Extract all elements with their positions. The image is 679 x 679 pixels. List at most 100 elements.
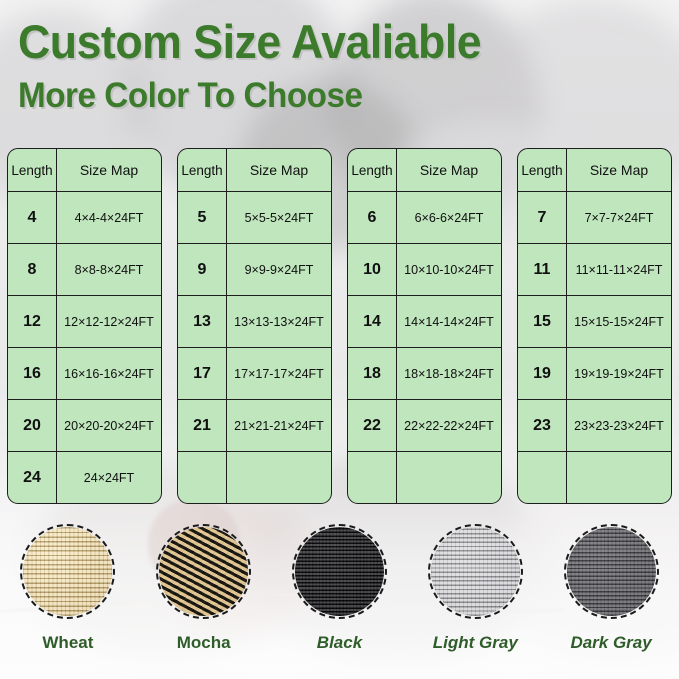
table-row: 15 15×15-15×24FT — [518, 296, 671, 348]
size-table-3: Length Size Map 6 6×6-6×24FT 10 10×10-10… — [347, 148, 502, 504]
wheat-mesh-texture — [23, 527, 113, 616]
table-row: 10 10×10-10×24FT — [348, 244, 501, 296]
table-row: 8 8×8-8×24FT — [8, 244, 161, 296]
cell-size-map: 6×6-6×24FT — [414, 210, 484, 225]
table-row: 20 20×20-20×24FT — [8, 400, 161, 452]
swatch-light-gray[interactable]: Light Gray — [414, 524, 536, 653]
table-row: 5 5×5-5×24FT — [178, 192, 331, 244]
cell-length: 15 — [518, 296, 567, 347]
swatch-label-dark-gray: Dark Gray — [570, 633, 652, 652]
table-row: 12 12×12-12×24FT — [8, 296, 161, 348]
cell-size-map: 9×9-9×24FT — [244, 262, 314, 277]
table-row: 11 11×11-11×24FT — [518, 244, 671, 296]
dark-gray-mesh-texture — [566, 527, 656, 616]
table-header-row: Length Size Map — [518, 149, 671, 192]
table-row-empty — [348, 452, 501, 503]
cell-size-map: 16×16-16×24FT — [64, 366, 154, 381]
cell-size-map — [567, 452, 671, 503]
cell-size-map: 10×10-10×24FT — [404, 262, 494, 277]
size-table-1: Length Size Map 4 4×4-4×24FT 8 8×8-8×24F… — [7, 148, 162, 504]
table-row: 22 22×22-22×24FT — [348, 400, 501, 452]
swatch-label-black: Black — [316, 633, 363, 652]
cell-size-map: 4×4-4×24FT — [74, 210, 144, 225]
size-table-4: Length Size Map 7 7×7-7×24FT 11 11×11-11… — [517, 148, 672, 504]
swatch-label-mocha: Mocha — [176, 633, 231, 652]
swatch-mocha[interactable]: Mocha — [143, 524, 265, 653]
cell-size-map: 21×21-21×24FT — [234, 418, 324, 433]
heading-block: Custom Size Avaliable More Color To Choo… — [18, 14, 658, 120]
swatch-label-wheat: Wheat — [42, 633, 94, 652]
column-header-size-map: Size Map — [249, 162, 309, 178]
cell-size-map: 5×5-5×24FT — [244, 210, 314, 225]
black-mesh-texture — [294, 527, 384, 616]
swatch-label-light-gray: Light Gray — [432, 633, 518, 652]
light-gray-mesh-texture — [430, 527, 520, 616]
cell-length — [348, 452, 397, 503]
cell-length: 19 — [518, 348, 567, 399]
cell-size-map: 20×20-20×24FT — [64, 418, 154, 433]
column-header-length: Length — [178, 149, 227, 191]
light-gray-fabric-swatch[interactable] — [427, 524, 523, 619]
wheat-fabric-swatch[interactable] — [20, 524, 116, 619]
table-row-empty — [178, 452, 331, 503]
cell-length — [518, 452, 567, 503]
table-row: 4 4×4-4×24FT — [8, 192, 161, 244]
cell-size-map: 11×11-11×24FT — [575, 262, 663, 277]
cell-length: 14 — [348, 296, 397, 347]
table-row: 17 17×17-17×24FT — [178, 348, 331, 400]
cell-size-map: 24×24FT — [83, 470, 135, 485]
column-header-size-map: Size Map — [79, 162, 139, 178]
table-header-row: Length Size Map — [178, 149, 331, 192]
table-row: 23 23×23-23×24FT — [518, 400, 671, 452]
swatch-black[interactable]: Black — [278, 524, 400, 653]
cell-size-map: 19×19-19×24FT — [574, 366, 664, 381]
cell-length: 13 — [178, 296, 227, 347]
cell-size-map: 23×23-23×24FT — [574, 418, 664, 433]
cell-length: 23 — [518, 400, 567, 451]
dark-gray-fabric-swatch[interactable] — [563, 524, 659, 619]
cell-length: 6 — [348, 192, 397, 243]
cell-size-map: 8×8-8×24FT — [74, 262, 144, 277]
cell-length: 12 — [8, 296, 57, 347]
swatch-dark-gray[interactable]: Dark Gray — [550, 524, 672, 653]
cell-size-map: 7×7-7×24FT — [584, 210, 654, 225]
table-row: 16 16×16-16×24FT — [8, 348, 161, 400]
cell-length: 11 — [518, 244, 567, 295]
cell-size-map: 18×18-18×24FT — [404, 366, 494, 381]
page-title: Custom Size Avaliable — [18, 15, 482, 68]
table-row: 24 24×24FT — [8, 452, 161, 503]
swatch-wheat[interactable]: Wheat — [7, 524, 129, 653]
color-swatches: Wheat Mocha Black Light Gray Dark Gray — [0, 524, 679, 653]
cell-size-map: 13×13-13×24FT — [234, 314, 324, 329]
cell-length: 20 — [8, 400, 57, 451]
cell-length: 9 — [178, 244, 227, 295]
cell-length: 21 — [178, 400, 227, 451]
column-header-size-map: Size Map — [589, 162, 649, 178]
size-table-2: Length Size Map 5 5×5-5×24FT 9 9×9-9×24F… — [177, 148, 332, 504]
column-header-size-map: Size Map — [419, 162, 479, 178]
cell-size-map: 12×12-12×24FT — [64, 314, 154, 329]
cell-length: 5 — [178, 192, 227, 243]
cell-length: 10 — [348, 244, 397, 295]
cell-size-map: 17×17-17×24FT — [234, 366, 324, 381]
table-header-row: Length Size Map — [8, 149, 161, 192]
cell-length: 24 — [8, 452, 57, 503]
cell-size-map: 15×15-15×24FT — [574, 314, 664, 329]
mocha-fabric-swatch[interactable] — [156, 524, 252, 619]
size-tables: Length Size Map 4 4×4-4×24FT 8 8×8-8×24F… — [7, 148, 672, 504]
cell-length: 22 — [348, 400, 397, 451]
table-row: 6 6×6-6×24FT — [348, 192, 501, 244]
cell-length: 17 — [178, 348, 227, 399]
page-subtitle: More Color To Choose — [18, 76, 363, 115]
mocha-mesh-texture — [159, 527, 249, 616]
table-row: 9 9×9-9×24FT — [178, 244, 331, 296]
table-row-empty — [518, 452, 671, 503]
cell-size-map: 14×14-14×24FT — [404, 314, 494, 329]
cell-size-map — [227, 452, 331, 503]
cell-size-map — [397, 452, 501, 503]
black-fabric-swatch[interactable] — [291, 524, 387, 619]
column-header-length: Length — [8, 149, 57, 191]
cell-length: 18 — [348, 348, 397, 399]
table-row: 19 19×19-19×24FT — [518, 348, 671, 400]
